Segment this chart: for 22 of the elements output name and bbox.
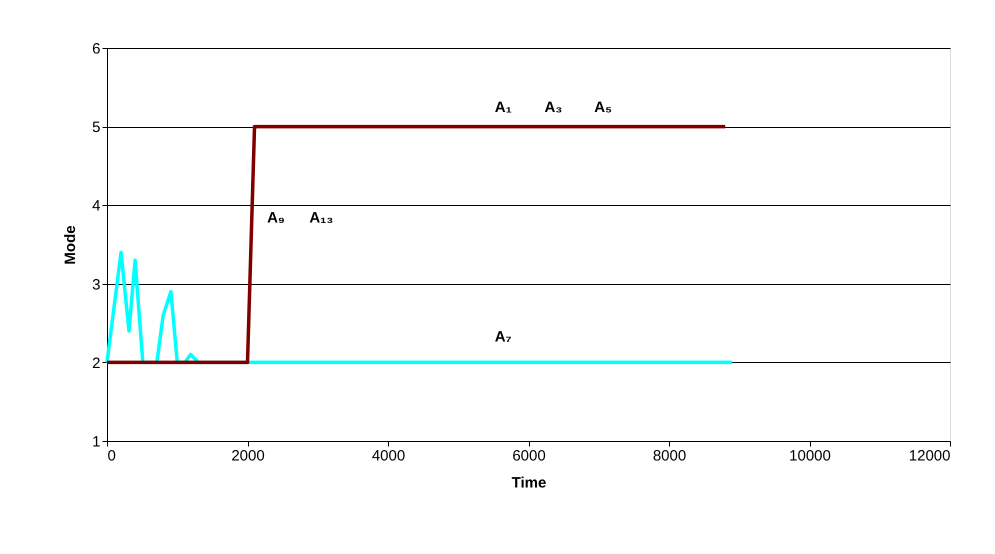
y-tick-label: 1 (92, 434, 100, 450)
y-axis-title: Mode (62, 225, 80, 265)
y-tick-label: 4 (92, 198, 100, 215)
x-tick-label: 12000 (908, 448, 950, 464)
annotation: A₁ (494, 98, 512, 116)
annotation: A₁₃ (309, 210, 334, 227)
annotation: A₉ (267, 210, 285, 227)
annotation: A₃ (544, 98, 562, 116)
x-tick-label: 4000 (372, 448, 406, 464)
line-series (105, 250, 734, 364)
y-tick-label: 5 (92, 119, 100, 136)
x-tick-label: 6000 (512, 448, 546, 464)
x-tick-label: 2000 (231, 448, 265, 464)
x-tick-label: 10000 (789, 448, 831, 464)
y-tick-label: 3 (92, 276, 100, 294)
y-tick-label: 2 (92, 354, 100, 372)
x-tick-label: 0 (108, 448, 116, 464)
x-tick-label: 8000 (652, 448, 686, 464)
annotation: A₇ (494, 328, 512, 346)
y-tick-label: 6 (92, 40, 100, 58)
x-axis-title: Time (512, 474, 546, 492)
annotation: A₅ (594, 98, 612, 116)
